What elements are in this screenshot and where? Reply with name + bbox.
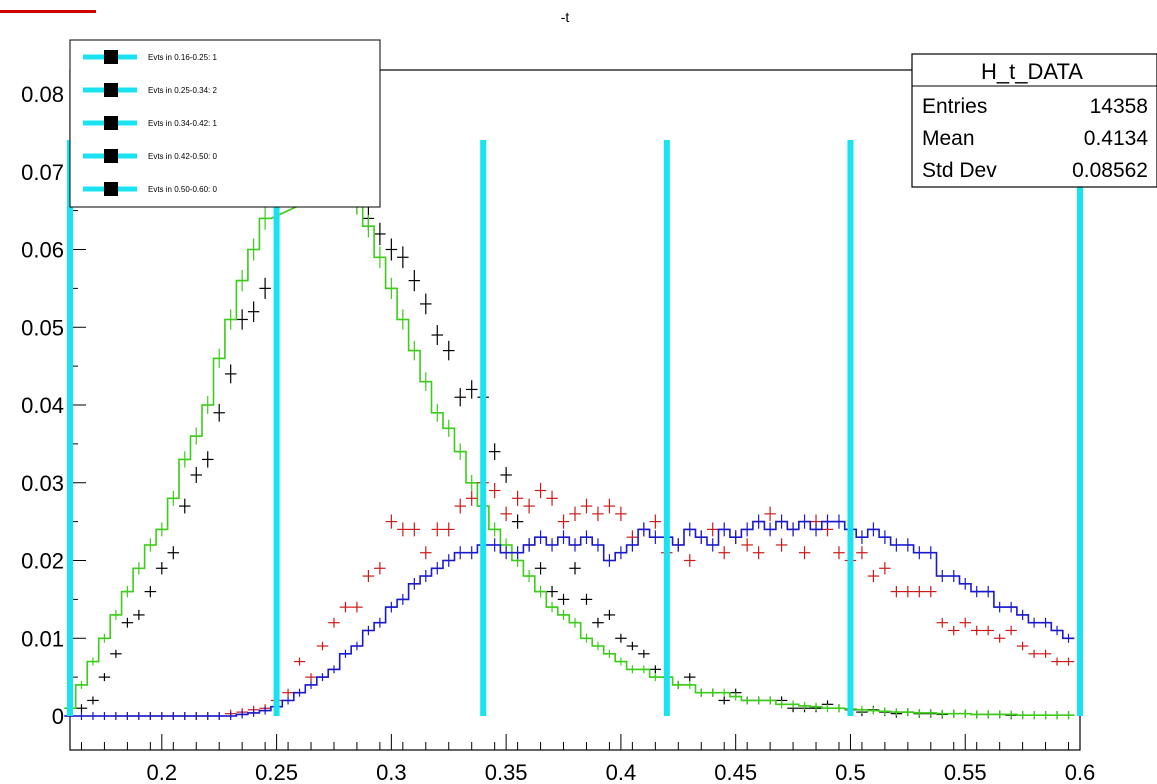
axes-layer: 0 0.01 0.02 0.03 0.04 0.05 0.06 0.07 0.08 0.2 0.25…: [21, 54, 1096, 784]
y-tick-label: 0.07: [21, 160, 64, 185]
legend-label: Evts in 0.42-0.50: 0: [148, 152, 217, 161]
stats-stddev-label: Std Dev: [922, 159, 997, 182]
stats-title: H_t_DATA: [981, 59, 1083, 84]
y-tick-label: 0.01: [21, 626, 64, 651]
x-tick-label: 0.4: [606, 760, 637, 784]
legend-label: Evts in 0.25-0.34: 2: [148, 86, 217, 95]
y-tick-label: 0.06: [21, 238, 64, 263]
series-0: [75, 175, 1075, 720]
legend-marker-swatch: [104, 83, 118, 97]
stats-mean-value: 0.4134: [1084, 127, 1149, 150]
legend-label: Evts in 0.34-0.42: 1: [148, 119, 217, 128]
series-3: [64, 514, 1075, 720]
y-tick-label: 0.08: [21, 82, 64, 107]
y-tick-label: 0.02: [21, 549, 64, 574]
y-tick-label: 0.05: [21, 315, 64, 340]
x-tick-label: 0.2: [147, 760, 178, 784]
legend-entries: Evts in 0.16-0.25: 1 Evts in 0.25-0.34: 2…: [83, 50, 217, 196]
series-1-step-line: [64, 186, 1075, 716]
legend-label: Evts in 0.16-0.25: 1: [148, 53, 217, 62]
x-tick-label: 0.3: [376, 760, 407, 784]
y-tick-label: 0.04: [21, 393, 64, 418]
x-tick-label: 0.55: [944, 760, 987, 784]
bin-boundary-layer: [67, 140, 1083, 716]
corner-marker: [0, 10, 96, 13]
stats-stddev-value: 0.08562: [1072, 159, 1148, 182]
y-tick-label: 0.03: [21, 471, 64, 496]
x-tick-label: 0.25: [255, 760, 298, 784]
series-2: [110, 474, 1075, 720]
stats-entries-value: 14358: [1090, 95, 1148, 118]
legend-marker-swatch: [104, 116, 118, 130]
stats-entries-label: Entries: [922, 95, 987, 118]
legend-marker-swatch: [104, 50, 118, 64]
x-tick-label: 0.45: [714, 760, 757, 784]
series-layer: [64, 175, 1075, 720]
x-tick-label: 0.35: [485, 760, 528, 784]
legend-label: Evts in 0.50-0.60: 0: [148, 185, 217, 194]
stats-mean-label: Mean: [922, 127, 975, 150]
legend-marker-swatch: [104, 149, 118, 163]
series-1: [64, 175, 1075, 720]
x-tick-label: 0.5: [835, 760, 866, 784]
x-tick-label: 0.6: [1065, 760, 1096, 784]
y-tick-label: 0: [52, 704, 64, 729]
legend-marker-swatch: [104, 182, 118, 196]
legend-box: Evts in 0.16-0.25: 1 Evts in 0.25-0.34: 2…: [69, 39, 381, 208]
chart-title: -t: [561, 9, 570, 25]
stats-box: H_t_DATA Entries 14358 Mean 0.4134 Std D…: [911, 53, 1157, 188]
